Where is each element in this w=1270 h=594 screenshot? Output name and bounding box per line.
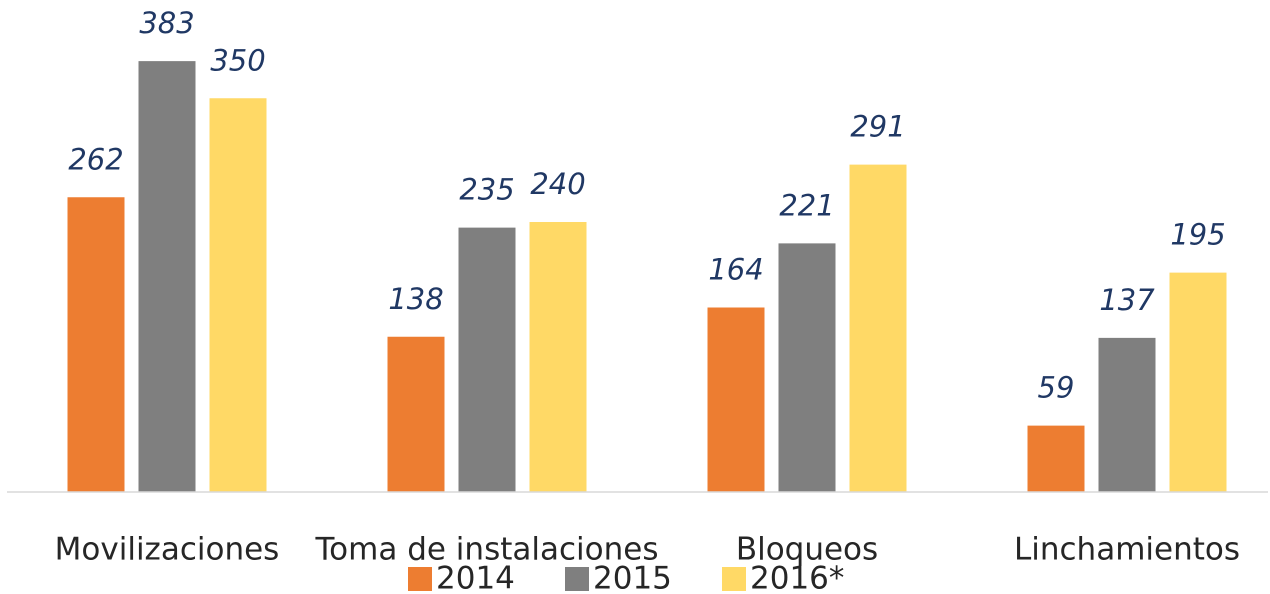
bar [67, 197, 125, 492]
data-label: 291 [850, 110, 905, 144]
data-label: 240 [530, 167, 585, 201]
legend-label: 2016* [750, 561, 844, 594]
data-label: 235 [459, 173, 514, 207]
bar [529, 222, 587, 492]
data-label: 221 [779, 188, 834, 222]
x-tick-label: Movilizaciones [55, 532, 280, 568]
x-tick-label: Bloqueos [736, 532, 878, 568]
bar [849, 164, 907, 492]
x-tick-label: Linchamientos [1014, 532, 1240, 568]
data-label: 137 [1099, 283, 1155, 317]
bar [707, 307, 765, 492]
data-label: 164 [708, 253, 763, 287]
data-label: 262 [68, 142, 123, 176]
legend-swatch [408, 567, 432, 591]
bar [1027, 425, 1085, 492]
legend-swatch [722, 567, 746, 591]
legend-swatch [565, 567, 589, 591]
legend-label: 2014 [436, 561, 515, 594]
data-label: 350 [210, 43, 265, 77]
legend-label: 2015 [593, 561, 672, 594]
bar [458, 227, 516, 492]
bar [778, 243, 836, 492]
data-label: 138 [388, 282, 443, 316]
bar [1169, 272, 1227, 492]
bar [209, 98, 267, 492]
bar [387, 336, 445, 492]
bar [138, 61, 196, 492]
data-label: 383 [139, 6, 194, 40]
data-label: 195 [1170, 218, 1225, 252]
data-label: 59 [1038, 371, 1075, 405]
x-tick-label: Toma de instalaciones [315, 532, 659, 568]
bar [1098, 337, 1156, 492]
